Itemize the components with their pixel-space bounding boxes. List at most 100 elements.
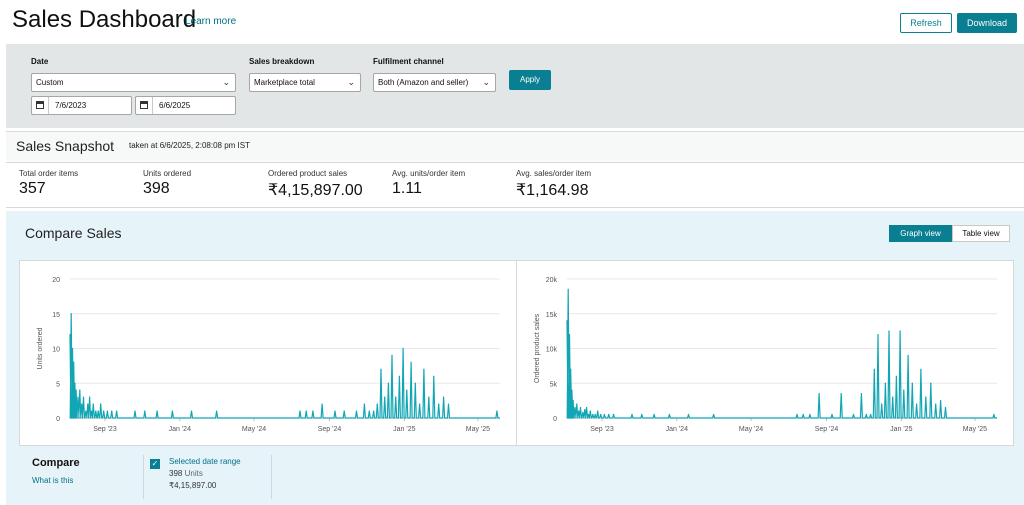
learn-more-link[interactable]: Learn more [185, 16, 237, 27]
data-point [597, 410, 599, 412]
breakdown-value: Marketplace total [254, 78, 315, 87]
y-tick-label: 5k [550, 381, 558, 388]
metric-label: Units ordered [143, 169, 192, 178]
data-point [920, 368, 922, 370]
data-point [881, 403, 883, 405]
x-tick-label: Jan '25 [890, 426, 912, 433]
ordered-sales-chart-panel: 0 5k 10k 15k 20k Sep '23 Jan '24 May '24 Sep '24… [516, 260, 1014, 446]
data-point [600, 413, 602, 416]
data-point [613, 413, 615, 416]
data-point [402, 347, 404, 350]
date-range-select[interactable]: Custom ⌄ [31, 73, 236, 92]
channel-select[interactable]: Both (Amazon and seller) ⌄ [373, 73, 496, 92]
date-label: Date [31, 57, 49, 66]
units-value: 398 [169, 469, 183, 478]
metric-value: ₹4,15,897.00 [268, 182, 363, 199]
data-point [406, 389, 408, 391]
metric-label: Total order items [19, 169, 79, 178]
apply-button[interactable]: Apply [509, 70, 551, 90]
x-tick-label: Sep '23 [93, 426, 117, 433]
data-point [892, 396, 894, 398]
data-point [574, 406, 576, 409]
end-date-field[interactable]: 6/6/2025 [135, 96, 236, 115]
metric-ordered-product-sales: Ordered product sales ₹4,15,897.00 [268, 169, 363, 200]
data-point [903, 389, 905, 391]
data-point [419, 403, 421, 405]
graph-view-toggle[interactable]: Graph view [889, 225, 952, 242]
metric-value: ₹1,164.98 [516, 182, 589, 199]
series-line [566, 288, 997, 419]
y-tick-label: 10 [52, 347, 60, 354]
metric-avg-sales: Avg. sales/order item ₹1,164.98 [516, 169, 591, 200]
metric-value: 398 [143, 180, 170, 197]
data-point [134, 410, 136, 412]
filter-bar: Date Custom ⌄ 7/6/2023 6/6/2025 Sales br… [6, 44, 1024, 128]
snapshot-metrics: Total order items 357 Units ordered 398 … [6, 162, 1024, 208]
data-point [566, 320, 568, 322]
breakdown-select[interactable]: Marketplace total ⌄ [249, 73, 361, 92]
x-tick-label: May '25 [963, 426, 987, 433]
data-point [216, 410, 218, 412]
data-point [818, 393, 820, 395]
selected-range-checkbox[interactable]: ✓ [150, 459, 160, 469]
data-point [930, 382, 932, 384]
download-button[interactable]: Download [957, 13, 1017, 33]
divider [271, 455, 272, 499]
data-point [87, 403, 89, 405]
calendar-icon [136, 97, 153, 114]
data-point [391, 354, 393, 357]
data-point [92, 403, 94, 405]
what-is-this-link[interactable]: What is this [32, 476, 74, 485]
data-point [144, 410, 146, 412]
x-tick-label: Sep '24 [318, 426, 342, 433]
data-point [156, 410, 158, 412]
data-point [916, 403, 918, 405]
data-point [190, 410, 193, 412]
data-point [71, 347, 74, 350]
data-point [95, 410, 97, 412]
calendar-icon [32, 97, 49, 114]
data-point [103, 410, 105, 412]
data-point [321, 403, 323, 405]
data-point [410, 361, 412, 363]
metric-label: Avg. sales/order item [516, 169, 591, 178]
data-point [387, 382, 389, 384]
x-tick-label: May '25 [466, 426, 490, 433]
data-point [312, 410, 314, 412]
y-tick-label: 20k [546, 277, 558, 284]
data-point [81, 403, 83, 405]
x-tick-label: Jan '25 [393, 426, 415, 433]
data-point [171, 410, 174, 412]
chevron-down-icon: ⌄ [482, 77, 490, 87]
table-view-toggle[interactable]: Table view [952, 225, 1010, 242]
data-point [111, 410, 113, 412]
refresh-button[interactable]: Refresh [900, 13, 952, 33]
x-tick-label: Sep '23 [590, 426, 614, 433]
data-point [877, 334, 879, 336]
data-point [925, 396, 927, 398]
x-tick-label: Sep '24 [815, 426, 839, 433]
data-point [100, 403, 102, 405]
units-ordered-chart: 0 5 10 15 20 Sep '23 Jan '24 May '24 Sep '24 Jan … [37, 277, 500, 433]
data-point [907, 354, 909, 357]
data-point [888, 330, 890, 332]
metric-units-ordered: Units ordered 398 [143, 169, 191, 198]
data-point [911, 382, 913, 384]
data-point [870, 413, 872, 416]
metric-total-order-items: Total order items 357 [19, 169, 78, 198]
data-point [594, 413, 596, 416]
data-point [571, 389, 573, 391]
data-point [373, 410, 375, 412]
sales-snapshot-header: Sales Snapshot taken at 6/6/2025, 2:08:0… [6, 131, 1024, 161]
selected-range-label: Selected date range [169, 457, 241, 466]
data-point [376, 403, 378, 405]
y-tick-label: 10k [546, 347, 558, 354]
ordered-sales-chart: 0 5k 10k 15k 20k Sep '23 Jan '24 May '24 Sep '24… [534, 277, 997, 433]
data-point [653, 413, 655, 416]
start-date-field[interactable]: 7/6/2023 [31, 96, 132, 115]
start-date-value: 7/6/2023 [55, 101, 87, 110]
data-point [884, 382, 886, 384]
data-point [70, 313, 72, 315]
data-point [79, 389, 81, 391]
metric-value: 1.11 [392, 180, 422, 197]
